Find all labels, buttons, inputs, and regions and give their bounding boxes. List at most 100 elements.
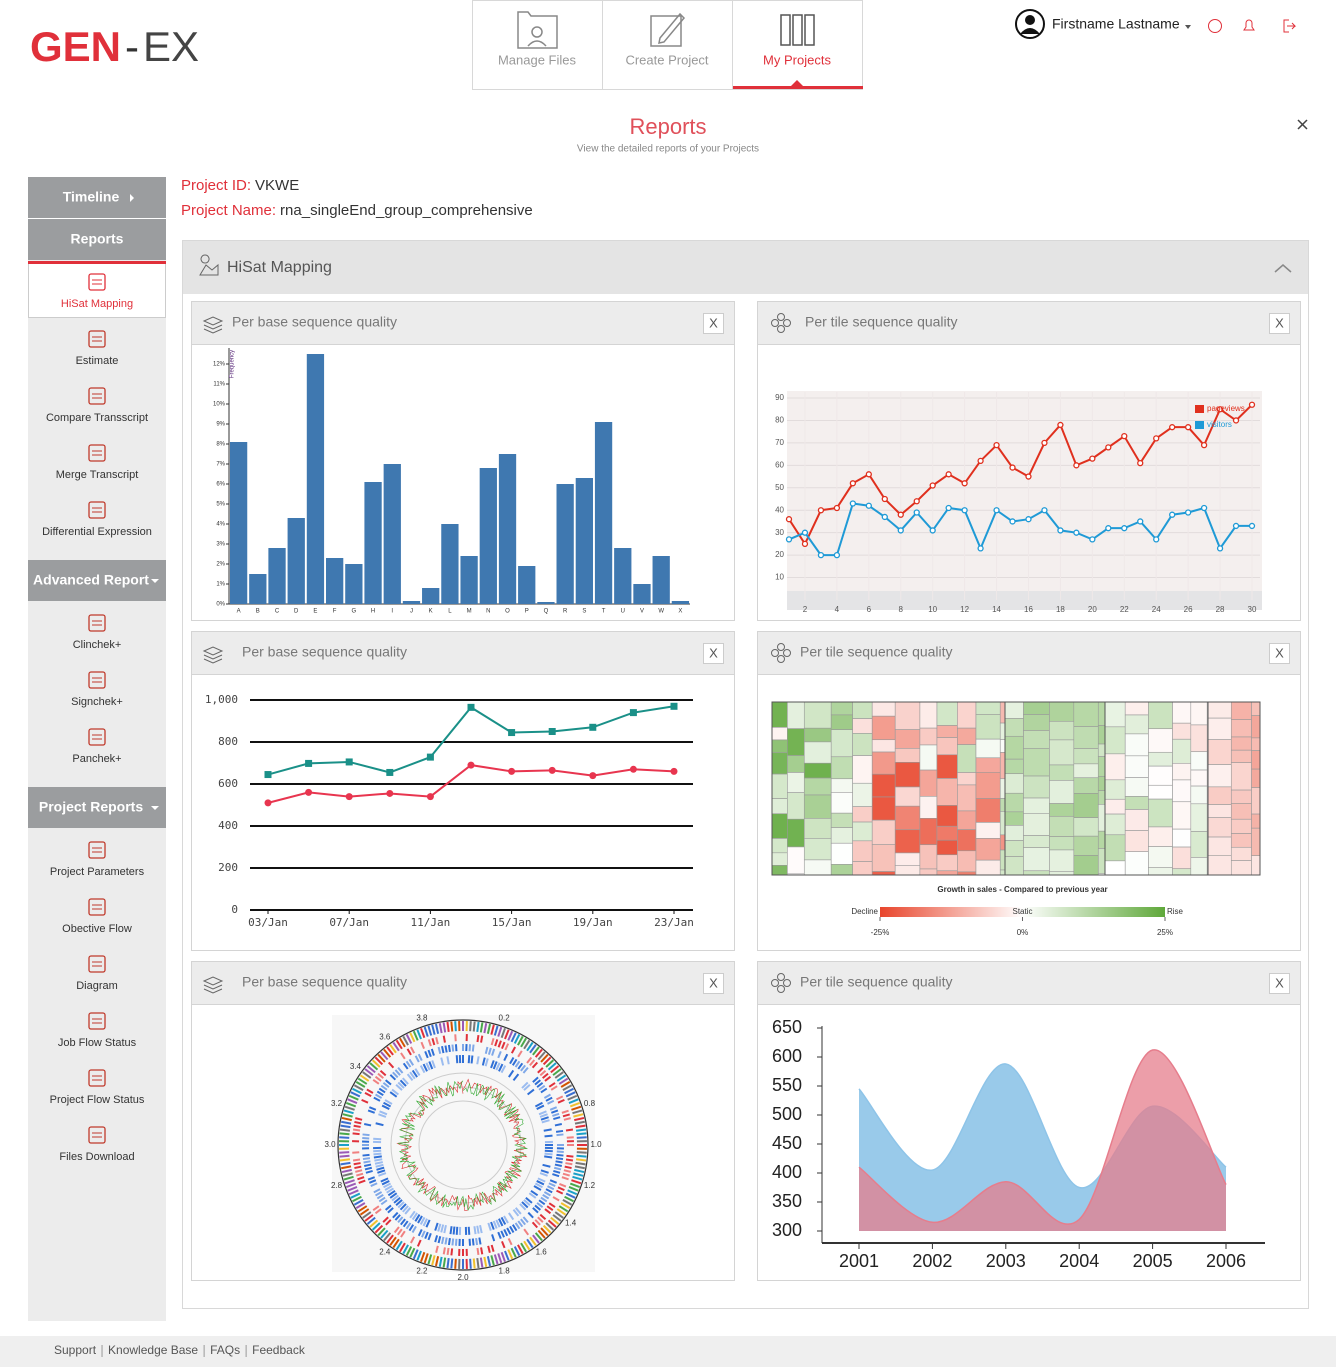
logo: GEN-EX	[30, 23, 199, 70]
treemap-cell	[1097, 830, 1106, 849]
legend-label: visitors	[1207, 420, 1232, 429]
y-tick-label: 200	[218, 861, 238, 874]
sidebar-item[interactable]: Diagram	[76, 980, 118, 992]
close-icon[interactable]	[1297, 119, 1308, 130]
close-button[interactable]	[703, 973, 724, 994]
treemap-cell	[999, 798, 1006, 812]
logout-icon[interactable]	[1283, 19, 1297, 33]
treemap-cell	[936, 825, 958, 841]
sidebar-item[interactable]: Estimate	[76, 355, 119, 367]
user-name[interactable]: Firstname Lastname	[1052, 16, 1180, 32]
footer-link[interactable]: Knowledge Base	[108, 1343, 198, 1357]
circos-tick	[512, 1209, 520, 1217]
circos-tick	[536, 1202, 544, 1208]
circos-tick	[513, 1034, 521, 1044]
sidebar-item[interactable]: Differential Expression	[42, 526, 152, 538]
close-button[interactable]	[1269, 973, 1290, 994]
sidebar-item[interactable]: Files Download	[59, 1151, 134, 1163]
circos-tick	[544, 1134, 553, 1138]
treemap-cell	[771, 701, 788, 728]
sidebar-item[interactable]: Project Flow Status	[50, 1094, 145, 1106]
circos-tick	[534, 1204, 542, 1211]
sidebar-section-title: Reports	[71, 231, 124, 247]
circos-tick	[410, 1046, 416, 1054]
widget-icon	[783, 649, 791, 657]
close-label[interactable]: X	[709, 315, 718, 330]
circos-tick	[339, 1132, 350, 1136]
y-tick-label: 6%	[216, 482, 225, 488]
point	[426, 753, 434, 761]
sidebar-item[interactable]: Job Flow Status	[58, 1037, 137, 1049]
sidebar-section[interactable]	[28, 560, 166, 601]
circos-tick	[507, 1238, 513, 1246]
circos-tick	[394, 1214, 401, 1221]
circos-tick	[377, 1169, 386, 1174]
circos-tick	[520, 1242, 527, 1253]
treemap-cell	[894, 852, 921, 866]
circos-tick	[523, 1199, 531, 1206]
sidebar-item[interactable]: Clinchek+	[73, 639, 122, 651]
sidebar-item[interactable]: Panchek+	[72, 753, 121, 765]
footer-link[interactable]: Feedback	[252, 1343, 306, 1357]
sidebar-item[interactable]: Project Parameters	[50, 866, 145, 878]
panel-header[interactable]	[183, 241, 1308, 294]
point	[1089, 455, 1096, 462]
x-tick-label: 2006	[1206, 1251, 1246, 1271]
circos-tick	[385, 1219, 392, 1226]
point	[508, 767, 516, 775]
footer-link[interactable]: FAQs	[210, 1343, 240, 1357]
sidebar-item[interactable]: Signchek+	[71, 696, 123, 708]
help-icon[interactable]	[1208, 19, 1222, 33]
treemap-cell	[787, 755, 805, 773]
circos-tick	[560, 1081, 571, 1088]
circos-tick	[366, 1088, 374, 1094]
circos-tick	[509, 1057, 515, 1065]
circos-tick	[556, 1133, 564, 1137]
close-label[interactable]: X	[1275, 975, 1284, 990]
footer-link[interactable]: Support	[54, 1343, 97, 1357]
circos-tick	[512, 1073, 520, 1081]
close-button[interactable]	[1269, 313, 1290, 334]
sidebar-section[interactable]	[28, 177, 166, 218]
sidebar-section[interactable]	[28, 219, 166, 260]
close-button[interactable]	[1269, 643, 1290, 664]
circos-tick	[495, 1062, 501, 1071]
circos-tick	[353, 1199, 364, 1206]
close-label[interactable]: X	[1275, 645, 1284, 660]
close-label[interactable]: X	[1275, 315, 1284, 330]
circos-tick	[544, 1149, 553, 1153]
tab[interactable]: Manage Files	[498, 52, 577, 67]
tab[interactable]: Create Project	[625, 52, 708, 67]
circos-tick	[421, 1230, 426, 1238]
circos-tick	[534, 1079, 542, 1086]
circos-tick	[500, 1027, 506, 1039]
widget-icon	[777, 325, 785, 333]
circos-tick	[414, 1214, 421, 1222]
close-button[interactable]	[703, 643, 724, 664]
circos-label: 3.6	[379, 1033, 391, 1042]
y-tick-label: 2%	[216, 562, 225, 568]
widget-icon	[783, 319, 791, 327]
close-label[interactable]: X	[709, 645, 718, 660]
sidebar-section[interactable]	[28, 787, 166, 828]
treemap-cell	[1049, 836, 1075, 851]
project-name: Project Name: rna_singleEnd_group_compreh…	[181, 202, 533, 219]
circos-tick	[556, 1208, 567, 1216]
collapse-icon[interactable]	[1274, 264, 1292, 273]
sidebar-item[interactable]: Merge Transcript	[56, 469, 139, 481]
circos-label: 0.2	[499, 1014, 511, 1023]
close-button[interactable]	[703, 313, 724, 334]
sidebar-item[interactable]: Compare Transscript	[46, 412, 148, 424]
circos-tick	[498, 1218, 504, 1227]
treemap-cell	[830, 701, 853, 716]
treemap-cell	[787, 818, 805, 848]
treemap-cell	[999, 869, 1006, 876]
treemap-cell	[830, 756, 853, 780]
circos-tick	[554, 1071, 564, 1079]
close-label[interactable]: X	[709, 975, 718, 990]
tab-active[interactable]: My Projects	[763, 52, 831, 67]
sidebar-item[interactable]: Obective Flow	[62, 923, 132, 935]
page-subtitle: View the detailed reports of your Projec…	[577, 144, 759, 155]
bell-icon[interactable]	[1243, 19, 1255, 31]
sidebar-item-active-label[interactable]: HiSat Mapping	[61, 298, 133, 310]
